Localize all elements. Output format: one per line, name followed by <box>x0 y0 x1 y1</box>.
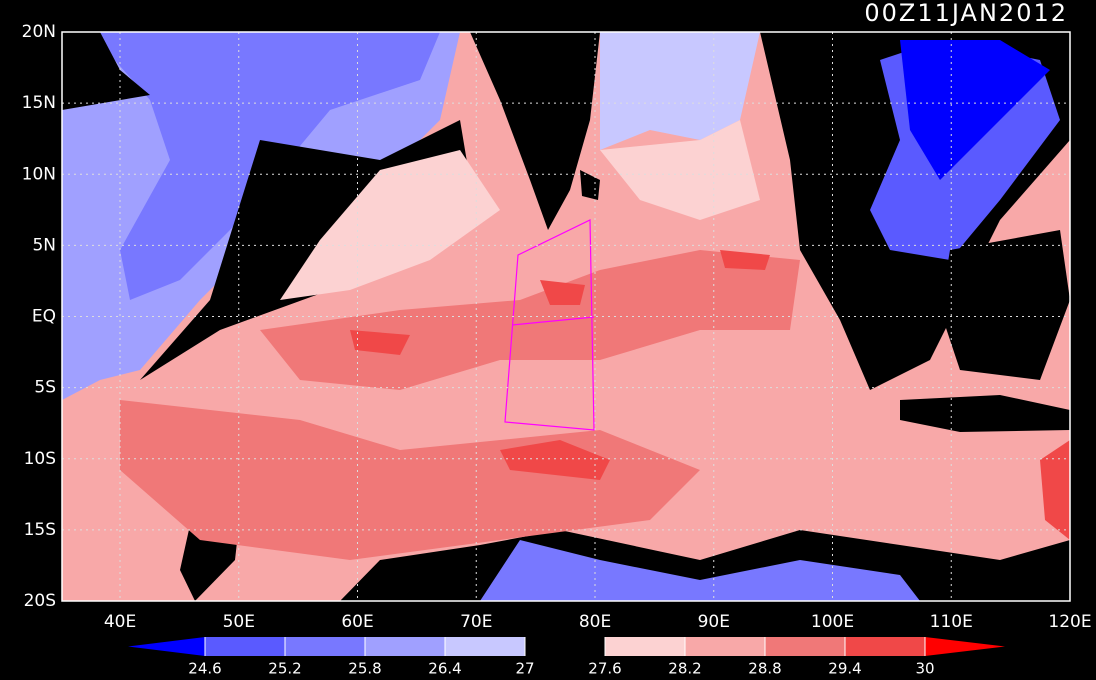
colorbar-arrow <box>925 637 1005 656</box>
colorbar-swatch <box>845 637 925 656</box>
warm-region <box>62 420 110 601</box>
colorbar-label: 28.8 <box>748 660 781 678</box>
colorbar-swatch <box>205 637 285 656</box>
colorbar-label: 28.2 <box>668 660 701 678</box>
colorbar-swatch <box>445 637 525 656</box>
colorbar-arrow <box>128 637 205 656</box>
hot-region <box>350 250 1070 540</box>
title: 00Z11JAN2012 <box>864 0 1068 27</box>
colorbar-label: 30 <box>915 660 934 678</box>
colorbar: 24.6 25.2 25.8 26.4 27 27.6 28.2 28.8 29.4 30 <box>128 636 1005 678</box>
lon-label: 60E <box>341 612 373 632</box>
lon-label: 90E <box>698 612 730 632</box>
lon-label: 100E <box>811 612 854 632</box>
lon-label: 70E <box>460 612 492 632</box>
colorbar-label: 29.4 <box>828 660 861 678</box>
grid <box>62 32 1070 601</box>
frame <box>61 31 1071 602</box>
warm-region <box>280 150 500 300</box>
land <box>62 32 150 110</box>
lon-label: 50E <box>223 612 255 632</box>
lon-label: 120E <box>1048 612 1091 632</box>
lat-label: 15S <box>24 520 56 540</box>
land <box>470 32 600 230</box>
lat-label: 5S <box>34 378 56 398</box>
land <box>940 230 1070 380</box>
cool-region <box>600 32 760 150</box>
colorbar-label: 27.6 <box>588 660 621 678</box>
lon-label: 110E <box>930 612 973 632</box>
land <box>900 395 1070 432</box>
lat-label: 15N <box>22 93 56 113</box>
colorbar-swatch <box>524 636 606 657</box>
colorbar-label: 25.2 <box>268 660 301 678</box>
colorbar-label: 26.4 <box>428 660 461 678</box>
cool-region <box>900 40 1050 180</box>
warm-region <box>600 120 760 220</box>
colorbar-swatch <box>605 637 685 656</box>
lon-label: 40E <box>104 612 136 632</box>
box-outline <box>504 219 595 431</box>
warm-region <box>260 250 800 390</box>
lon-label: 80E <box>579 612 611 632</box>
colorbar-swatch <box>285 637 365 656</box>
lat-label: 5N <box>32 235 56 255</box>
colorbar-swatch <box>685 637 765 656</box>
colorbar-swatch <box>365 637 445 656</box>
colorbar-label: 27 <box>515 660 534 678</box>
colorbar-label: 25.8 <box>348 660 381 678</box>
colorbar-swatch <box>765 637 845 656</box>
warm-region <box>120 400 700 560</box>
colorbar-label: 24.6 <box>188 660 221 678</box>
lat-label: EQ <box>32 307 56 327</box>
analysis-box <box>504 219 595 431</box>
cool-region <box>480 540 920 601</box>
lat-label: 20S <box>24 591 56 611</box>
lat-label: 10S <box>24 449 56 469</box>
lat-label: 10N <box>22 164 56 184</box>
lat-label: 20N <box>22 22 56 42</box>
